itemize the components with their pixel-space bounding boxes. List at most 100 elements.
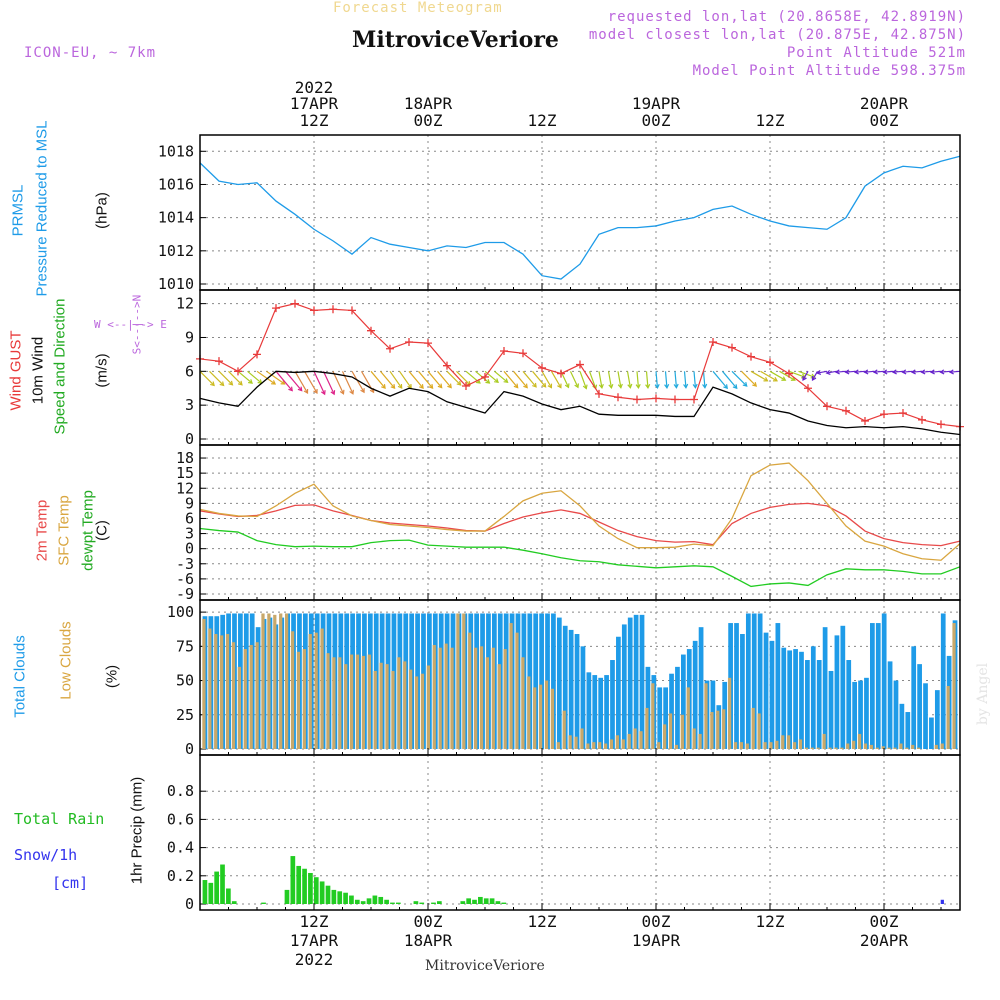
- compass-w-label: W: [94, 318, 101, 331]
- wind-arrowhead: [313, 388, 318, 394]
- ms-unit-label: (m/s): [93, 353, 111, 388]
- total-cloud-bar: [893, 680, 899, 749]
- rain-bar: [296, 865, 302, 904]
- wind-arrowhead: [627, 383, 633, 389]
- low-cloud-bar: [680, 714, 684, 749]
- wind-gust-marker: [652, 394, 660, 403]
- wind-gust-marker: [272, 304, 280, 313]
- bottom-tick-hour: 12Z: [300, 912, 329, 931]
- low-cloud-bar: [284, 613, 289, 749]
- total-cloud-bar: [763, 632, 769, 749]
- wind-arrowhead: [248, 379, 253, 384]
- low-cloud-bar: [290, 631, 295, 749]
- wind-arrowhead: [280, 380, 286, 385]
- wind-direction-arrow: [437, 370, 452, 388]
- snow-unit-label: [cm]: [52, 874, 89, 892]
- wind-arrowhead: [547, 383, 553, 389]
- wind-arrowhead: [732, 384, 738, 390]
- wind-gust-marker: [443, 361, 451, 370]
- rain-bar: [290, 856, 296, 904]
- wind-direction-arrow: [645, 371, 649, 388]
- low-cloud-bar: [763, 742, 767, 749]
- rain-bar: [419, 902, 425, 904]
- compass-we-arrow: <--|-->: [107, 318, 154, 331]
- wind-direction-arrow: [569, 371, 579, 388]
- wind-arrowhead: [330, 390, 336, 396]
- low-cloud-bar: [733, 742, 738, 749]
- wind-arrowhead: [702, 383, 708, 389]
- wind-direction-arrow: [655, 371, 659, 388]
- wind-direction-arrow: [722, 370, 738, 389]
- low-cloud-bar: [657, 742, 661, 749]
- total-cloud-bar: [621, 624, 627, 749]
- low-cloud-bar: [521, 657, 525, 749]
- wind-arrowhead: [574, 383, 580, 389]
- wind-arrowhead: [523, 383, 528, 389]
- y-tick-label: 0.2: [167, 867, 194, 885]
- rain-bar: [360, 901, 366, 904]
- forecast-meteogram-title: Forecast Meteogram: [333, 0, 503, 16]
- low-cloud-bar: [592, 742, 596, 749]
- wind-arrowhead: [360, 388, 365, 394]
- low-cloud-bar: [674, 744, 679, 749]
- total-cloud-bar: [604, 675, 609, 749]
- total-cloud-bar: [940, 613, 946, 749]
- model-point-altitude: Model Point Altitude 598.375m: [692, 63, 966, 79]
- low-cloud-bar: [603, 743, 608, 749]
- low-cloud-bar: [550, 688, 555, 749]
- wind-arrowhead: [228, 380, 234, 386]
- low-cloud-bar: [869, 744, 873, 749]
- panel-frame-temperature: [199, 444, 961, 601]
- wind-direction-arrow: [532, 370, 547, 388]
- wind-direction-arrow: [883, 370, 894, 373]
- rain-bar: [308, 872, 313, 904]
- low-cloud-bar: [509, 623, 513, 749]
- rain-bar: [337, 891, 343, 904]
- total-cloud-bar: [781, 647, 787, 749]
- rain-bar: [331, 889, 337, 904]
- y-tick-label: 0: [185, 540, 194, 558]
- low-cloud-bar: [243, 649, 247, 749]
- total-cloud-bar: [816, 660, 822, 749]
- low-cloud-bar: [875, 747, 879, 749]
- total-cloud-bar: [799, 651, 804, 749]
- wind-arrowhead: [437, 383, 443, 389]
- wind-arrowhead: [210, 381, 215, 387]
- wind-arrowhead: [466, 380, 471, 386]
- wind-direction-arrow: [702, 371, 706, 388]
- wind-direction-arrow: [779, 370, 796, 381]
- low-cloud-bar: [751, 707, 755, 749]
- low-cloud-bar: [792, 742, 797, 749]
- wind-arrowhead: [582, 384, 588, 390]
- low-cloud-bar: [787, 735, 791, 749]
- low-cloud-bar: [633, 728, 637, 749]
- total-cloud-bar: [675, 666, 680, 749]
- wind-gust-marker: [462, 381, 470, 390]
- y-tick-label: 12: [176, 479, 194, 497]
- y-tick-label: 1014: [158, 209, 194, 227]
- wind-direction-arrow: [835, 370, 847, 373]
- y-tick-label: 1018: [158, 142, 194, 160]
- low-cloud-bar: [621, 739, 625, 749]
- wind-gust-marker: [291, 299, 299, 308]
- 2m-temp-label: 2m Temp: [33, 499, 51, 562]
- rain-bar: [366, 898, 372, 904]
- credit-label: by Angel: [975, 662, 991, 726]
- low-cloud-bar: [615, 735, 619, 749]
- low-cloud-bar: [320, 628, 324, 749]
- wind-arrowhead: [891, 369, 897, 375]
- total-cloud-bar: [745, 613, 751, 749]
- 10m-wind-line: [199, 370, 961, 436]
- top-tick-hour: 00Z: [642, 111, 671, 130]
- y-tick-label: -3: [176, 555, 194, 573]
- closest-coords: model closest lon,lat (20.875E, 42.875N): [588, 27, 966, 43]
- bottom-tick-date: 17APR: [290, 931, 339, 950]
- compass-sn: S<--|-->N: [130, 294, 144, 355]
- compass-e-label: E: [160, 318, 167, 331]
- rain-bar: [390, 902, 395, 904]
- low-cloud-bar: [225, 634, 230, 749]
- low-cloud-bar: [745, 743, 749, 749]
- wind-direction-arrow: [802, 371, 809, 381]
- low-cloud-bar: [916, 747, 921, 749]
- wind-direction-arrow: [854, 370, 866, 373]
